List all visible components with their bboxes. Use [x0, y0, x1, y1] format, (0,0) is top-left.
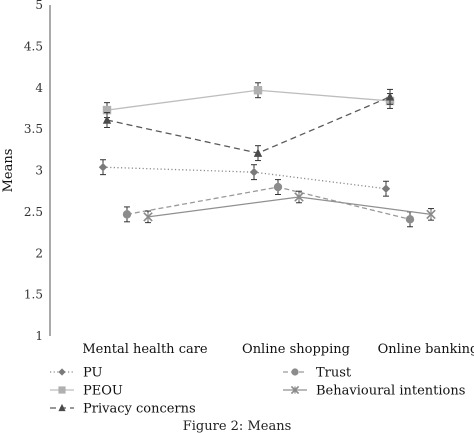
data-point — [58, 386, 66, 394]
series-line — [106, 96, 391, 154]
data-point — [273, 182, 283, 192]
data-point — [102, 105, 112, 115]
data-point — [253, 148, 263, 157]
series-line — [102, 166, 387, 190]
legend-label: Privacy concerns — [83, 402, 196, 417]
y-tick-label: 3.5 — [24, 122, 43, 136]
data-point — [290, 385, 300, 395]
x-category-label: Mental health care — [82, 342, 208, 357]
data-point — [58, 403, 66, 412]
y-tick-label: 2.5 — [24, 205, 43, 219]
data-point — [291, 368, 299, 376]
legend-label: PEOU — [83, 384, 123, 399]
series-behavioural-intentions — [143, 190, 436, 224]
chart-legend: PU PEOU Privacy concerns Trust Behavioural i… — [50, 366, 465, 417]
data-point — [405, 215, 415, 224]
legend-label: PU — [83, 366, 103, 381]
x-category-label: Online shopping — [242, 342, 350, 357]
data-point — [249, 167, 259, 177]
figure-caption: Figure 2: Means — [183, 419, 292, 433]
series-peou — [102, 82, 395, 119]
y-axis-label: Means — [1, 149, 16, 193]
legend-item: PU — [50, 366, 103, 381]
legend-label: Behavioural intentions — [316, 384, 465, 399]
data-point — [381, 184, 391, 193]
data-point — [122, 210, 132, 219]
data-point — [253, 86, 263, 95]
y-tick-label: 4 — [35, 81, 43, 95]
legend-item: Trust — [283, 366, 352, 381]
y-tick-label: 4.5 — [24, 39, 43, 53]
series-pu — [98, 159, 391, 197]
data-point — [426, 209, 436, 220]
y-tick-label: 3 — [35, 164, 43, 178]
data-point — [98, 162, 108, 172]
series-line — [106, 89, 391, 111]
legend-label: Trust — [316, 366, 352, 381]
x-category-label: Online banking — [378, 342, 474, 357]
legend-item: PEOU — [50, 384, 123, 399]
y-tick-label: 5 — [35, 0, 43, 12]
data-point — [58, 368, 66, 376]
y-axis-ticks: 1 1.5 2 2.5 3 3.5 4 4.5 5 — [24, 0, 43, 343]
data-point — [385, 92, 395, 101]
legend-item: Behavioural intentions — [283, 384, 465, 399]
data-point — [102, 115, 112, 124]
y-tick-label: 2 — [35, 246, 43, 260]
y-tick-label: 1.5 — [24, 288, 43, 302]
chart-series — [98, 82, 436, 228]
legend-item: Privacy concerns — [50, 402, 196, 417]
x-axis-categories: Mental health care Online shopping Online … — [82, 342, 474, 357]
y-tick-label: 1 — [35, 329, 43, 343]
series-privacy-concerns — [102, 88, 395, 162]
data-point — [294, 192, 304, 202]
series-trust — [122, 179, 415, 228]
data-point — [143, 212, 153, 222]
